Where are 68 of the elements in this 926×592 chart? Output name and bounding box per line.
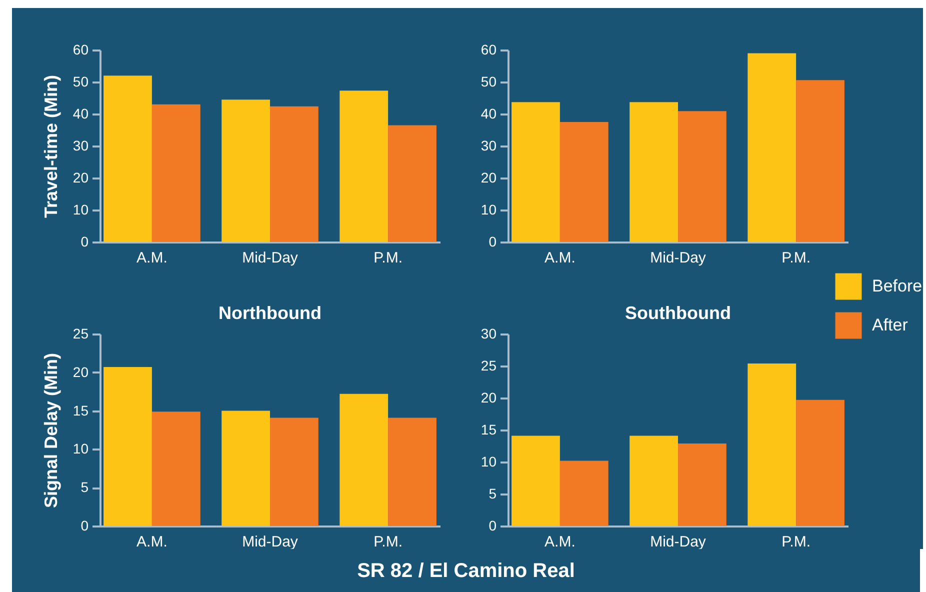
bar xyxy=(222,410,270,526)
bar xyxy=(104,367,152,526)
y-tick-label: 60 xyxy=(72,42,89,58)
bar xyxy=(796,80,844,242)
y-tick-label: 40 xyxy=(72,106,89,122)
chart-title: Northbound xyxy=(218,303,322,323)
x-tick-label: A.M. xyxy=(136,250,168,266)
bar xyxy=(152,104,200,242)
bar xyxy=(340,90,388,242)
bar xyxy=(104,76,152,242)
y-tick-label: 25 xyxy=(480,358,497,374)
bar xyxy=(630,102,678,242)
y-tick-label: 50 xyxy=(72,74,89,90)
y-tick-label: 0 xyxy=(80,518,89,534)
x-tick-label: Mid-Day xyxy=(650,250,706,266)
y-tick-label: 30 xyxy=(480,326,497,342)
y-tick-label: 20 xyxy=(480,170,497,186)
y-tick-label: 20 xyxy=(72,170,89,186)
y-tick-label: 10 xyxy=(72,440,89,457)
x-tick-label: A.M. xyxy=(544,250,576,266)
y-axis-title: Travel-time (Min) xyxy=(40,74,61,218)
bar xyxy=(796,400,844,526)
y-tick-label: 5 xyxy=(488,486,497,502)
bar xyxy=(678,443,726,526)
bar xyxy=(270,418,318,526)
bar xyxy=(560,122,608,242)
bar xyxy=(512,102,560,242)
bar xyxy=(630,436,678,526)
y-tick-label: 15 xyxy=(480,422,497,438)
y-tick-label: 40 xyxy=(480,106,497,122)
y-tick-label: 5 xyxy=(80,479,89,496)
y-tick-label: 10 xyxy=(72,202,89,218)
bar xyxy=(388,125,436,242)
bar xyxy=(678,111,726,242)
bar xyxy=(340,394,388,526)
x-tick-label: A.M. xyxy=(544,534,576,550)
legend-label: Before xyxy=(872,276,922,296)
y-tick-label: 50 xyxy=(480,74,497,90)
bar xyxy=(222,100,270,242)
x-tick-label: Mid-Day xyxy=(242,250,298,266)
x-tick-label: P.M. xyxy=(782,250,811,266)
bar xyxy=(270,106,318,242)
text: SR 82 / El Camino Real xyxy=(356,560,576,583)
y-tick-label: 30 xyxy=(72,138,89,154)
x-tick-label: P.M. xyxy=(782,534,811,550)
bar xyxy=(560,460,608,526)
y-tick-label: 60 xyxy=(480,42,497,58)
bar xyxy=(388,418,436,526)
y-tick-label: 0 xyxy=(80,234,89,250)
bar xyxy=(748,53,796,242)
x-tick-label: A.M. xyxy=(136,534,168,550)
y-tick-label: 20 xyxy=(480,390,497,406)
x-tick-label: P.M. xyxy=(374,534,403,550)
y-tick-label: 10 xyxy=(480,454,497,470)
bar xyxy=(748,363,796,526)
y-tick-label: 0 xyxy=(488,518,497,534)
y-axis-title: Signal Delay (Min) xyxy=(40,352,61,508)
y-tick-label: 25 xyxy=(72,326,89,342)
y-tick-label: 15 xyxy=(72,402,89,418)
y-tick-label: 10 xyxy=(480,202,497,218)
y-tick-label: 30 xyxy=(480,138,497,154)
x-tick-label: P.M. xyxy=(374,250,403,266)
y-tick-label: 20 xyxy=(72,364,89,380)
bar xyxy=(512,436,560,526)
legend-label: After xyxy=(872,316,908,334)
chart-title: Southbound xyxy=(625,303,731,323)
y-tick-label: 0 xyxy=(488,234,497,250)
bar xyxy=(152,412,200,526)
